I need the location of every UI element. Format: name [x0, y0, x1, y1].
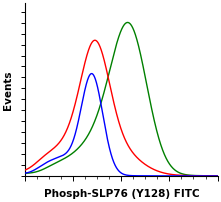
- Y-axis label: Events: Events: [4, 70, 13, 109]
- X-axis label: Phosph-SLP76 (Y128) FITC: Phosph-SLP76 (Y128) FITC: [44, 188, 199, 199]
